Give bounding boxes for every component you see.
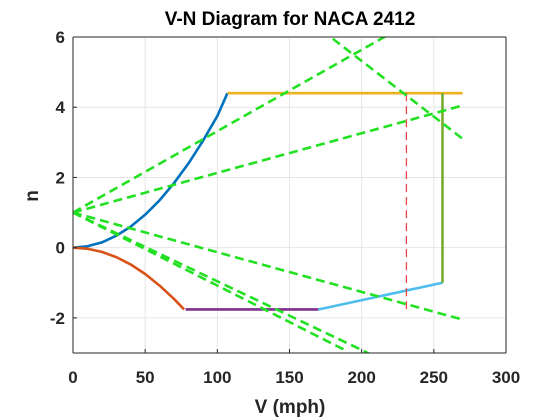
- x-tick-label-4: 200: [347, 368, 375, 387]
- series-line-positive-stall-0: [73, 92, 229, 249]
- x-tick-label-2: 100: [203, 368, 231, 387]
- series-line-gust-lines-10: [73, 211, 371, 353]
- plot-area: 0 50 100 150 200 250 300 6 4 2 0 -2: [50, 28, 520, 387]
- x-tick-label-1: 50: [136, 368, 155, 387]
- series-line-gust-lines-11: [73, 211, 348, 353]
- x-axis-label: V (mph): [255, 397, 326, 418]
- y-tick-label-4: -2: [50, 309, 65, 328]
- chart-title: V-N Diagram for NACA 2412: [165, 9, 416, 30]
- x-tick-label-6: 300: [492, 368, 520, 387]
- series-line-negative-stall-1: [73, 246, 186, 311]
- series-line-negative-gust-edge-4: [318, 281, 443, 311]
- y-tick-label-0: 6: [56, 28, 65, 47]
- y-tick-label-2: 2: [56, 168, 65, 187]
- y-tick-label-3: 0: [56, 239, 65, 258]
- series-line-gust-lines-9: [73, 211, 464, 321]
- series-line-gust-lines-7: [73, 37, 387, 214]
- x-tick-label-0: 0: [68, 368, 77, 387]
- x-tick-label-5: 250: [420, 368, 448, 387]
- y-tick-label-1: 4: [56, 98, 66, 117]
- x-tick-label-3: 150: [275, 368, 303, 387]
- y-axis-label: n: [22, 190, 43, 202]
- series-line-gust-lines-8: [73, 104, 464, 214]
